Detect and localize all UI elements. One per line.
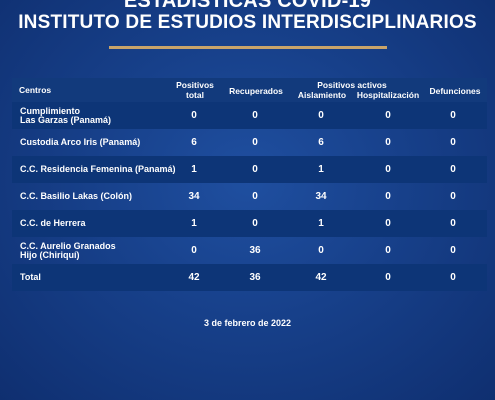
cell-defunciones: 0 <box>450 272 456 283</box>
cell-hospitalizacion: 0 <box>385 191 391 202</box>
table-row: C.C. de Herrera 1 0 1 0 0 <box>12 210 487 237</box>
cell-recuperados: 0 <box>252 110 258 121</box>
cell-aislamiento: 1 <box>318 164 324 175</box>
cell-recuperados: 36 <box>249 245 261 256</box>
page-title: ESTADÍSTICAS COVID-19 INSTITUTO DE ESTUD… <box>0 0 495 34</box>
centro-line-2: Las Garzas (Panamá) <box>20 114 112 125</box>
table-row: C.C. Aurelio Granados Hijo (Chiriquí) 0 … <box>12 237 487 264</box>
header-positivos-line-1: Positivos <box>176 80 214 90</box>
header-centros: Centros <box>19 85 52 95</box>
cell-positivos: 6 <box>191 137 197 148</box>
cell-defunciones: 0 <box>450 110 456 121</box>
centro-line-1: C.C. Basilio Lakas (Colón) <box>20 191 133 201</box>
table-row: C.C. Residencia Femenina (Panamá) 1 0 1 … <box>12 156 487 183</box>
cell-hospitalizacion: 0 <box>385 164 391 175</box>
cell-defunciones: 0 <box>450 137 456 148</box>
header-positivos-activos: Positivos activos <box>317 80 387 90</box>
cell-recuperados: 0 <box>252 137 258 148</box>
cell-centro: Custodia Arco Iris (Panamá) <box>20 129 180 156</box>
table-row: Custodia Arco Iris (Panamá) 6 0 6 0 0 <box>12 129 487 156</box>
centro-line-1: Custodia Arco Iris (Panamá) <box>20 137 141 147</box>
cell-hospitalizacion: 0 <box>385 137 391 148</box>
table-row: Cumplimiento Las Garzas (Panamá) 0 0 0 0… <box>12 102 487 129</box>
header-defunciones: Defunciones <box>429 86 481 96</box>
table-row-total: Total 42 36 42 0 0 <box>12 264 487 291</box>
centro-line-1: Total <box>20 272 41 282</box>
cell-hospitalizacion: 0 <box>385 110 391 121</box>
cell-defunciones: 0 <box>450 245 456 256</box>
cell-positivos: 42 <box>188 272 200 283</box>
table-header: Centros Positivos total Recuperados Posi… <box>12 78 487 102</box>
cell-recuperados: 0 <box>252 218 258 229</box>
cell-defunciones: 0 <box>450 164 456 175</box>
cell-positivos: 1 <box>191 218 197 229</box>
cell-positivos: 1 <box>191 164 197 175</box>
cell-aislamiento: 42 <box>315 272 327 283</box>
cell-centro: C.C. Basilio Lakas (Colón) <box>20 183 180 210</box>
table-row: C.C. Basilio Lakas (Colón) 34 0 34 0 0 <box>12 183 487 210</box>
centro-line-1: Cumplimiento <box>20 105 80 116</box>
cell-defunciones: 0 <box>450 218 456 229</box>
cell-hospitalizacion: 0 <box>385 245 391 256</box>
header-aislamiento: Aislamiento <box>297 90 347 100</box>
centro-line-1: C.C. Aurelio Granados <box>20 240 116 251</box>
cell-positivos: 0 <box>191 245 197 256</box>
title-line-2: INSTITUTO DE ESTUDIOS INTERDISCIPLINARIO… <box>18 12 477 33</box>
header-hospitalizacion: Hospitalización <box>356 90 420 100</box>
cell-positivos: 34 <box>188 191 200 202</box>
cell-aislamiento: 0 <box>318 110 324 121</box>
title-line-1: ESTADÍSTICAS COVID-19 <box>123 0 372 12</box>
cell-aislamiento: 1 <box>318 218 324 229</box>
report-date: 3 de febrero de 2022 <box>203 318 292 328</box>
centro-line-1: C.C. Residencia Femenina (Panamá) <box>20 164 176 174</box>
cell-hospitalizacion: 0 <box>385 218 391 229</box>
cell-centro: C.C. de Herrera <box>20 210 180 237</box>
cell-hospitalizacion: 0 <box>385 272 391 283</box>
centro-line-1: C.C. de Herrera <box>20 218 86 228</box>
cell-recuperados: 0 <box>252 191 258 202</box>
cell-aislamiento: 0 <box>318 245 324 256</box>
cell-recuperados: 0 <box>252 164 258 175</box>
cell-recuperados: 36 <box>249 272 261 283</box>
statistics-table: Centros Positivos total Recuperados Posi… <box>12 78 487 291</box>
header-positivos-total: Positivos total <box>170 80 220 100</box>
cell-centro: Cumplimiento Las Garzas (Panamá) <box>20 102 180 129</box>
cell-aislamiento: 6 <box>318 137 324 148</box>
header-positivos-line-2: total <box>186 90 204 100</box>
centro-line-2: Hijo (Chiriquí) <box>20 249 80 260</box>
cell-defunciones: 0 <box>450 191 456 202</box>
cell-positivos: 0 <box>191 110 197 121</box>
cell-centro: Total <box>20 264 180 291</box>
header-recuperados: Recuperados <box>229 86 283 96</box>
cell-aislamiento: 34 <box>315 191 327 202</box>
cell-centro: C.C. Aurelio Granados Hijo (Chiriquí) <box>20 237 180 264</box>
title-divider <box>109 46 387 49</box>
cell-centro: C.C. Residencia Femenina (Panamá) <box>20 156 180 183</box>
